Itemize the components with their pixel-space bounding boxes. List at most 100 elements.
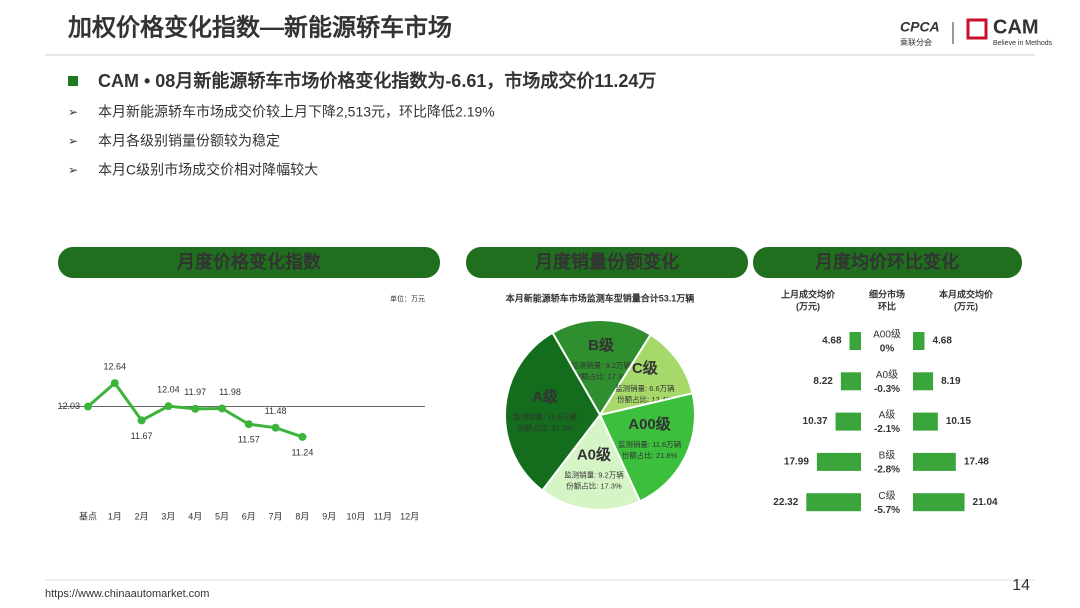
unit-label: 单位：万元 (390, 294, 425, 303)
column-title: 本月成交均价 (939, 288, 994, 299)
page-number: 14 (1012, 577, 1030, 594)
pie-slice (598, 392, 696, 503)
slice-sales: 监测销量: 11.6万辆 (618, 439, 682, 449)
x-tick-label: 2月 (135, 511, 149, 521)
column-title: 细分市场 (869, 288, 905, 299)
data-label: 12.04 (157, 385, 180, 395)
category-label: C级 (878, 490, 895, 502)
value-label: 17.48 (964, 457, 989, 468)
bar (816, 452, 861, 471)
point (110, 379, 119, 388)
pie-slice (504, 331, 602, 492)
slice-name: A0级 (577, 446, 612, 464)
change-label: 0% (880, 344, 895, 355)
category-label: A00级 (873, 329, 901, 341)
data-label: 11.57 (238, 435, 260, 445)
x-tick-label: 6月 (242, 511, 256, 521)
value-label: 22.32 (773, 497, 798, 508)
logo-cam: CAM (993, 16, 1039, 38)
logo-cam-icon (966, 18, 988, 40)
bullet-square (68, 76, 78, 86)
bullet: 本月新能源轿车市场成交价较上月下降2,513元，环比降低2.19% (98, 104, 495, 120)
slice-sales: 监测销量: 9.2万辆 (564, 470, 624, 480)
x-tick-label: 1月 (108, 511, 122, 521)
category-label: A级 (879, 409, 896, 421)
data-label: 11.48 (265, 406, 287, 416)
slice-name: A级 (532, 387, 559, 405)
arrow: ➢ (68, 105, 78, 119)
x-tick-label: 10月 (346, 511, 365, 521)
logo-cam-sub: Believe in Methods (993, 40, 1053, 47)
bar (913, 493, 965, 512)
headline: CAM • 08月新能源轿车市场价格变化指数为-6.61，市场成交价11.24万 (98, 70, 656, 91)
section-title: 月度均价环比变化 (814, 251, 959, 272)
x-tick-label: 9月 (322, 511, 336, 521)
slice-share: 份额占比: 17.3% (566, 481, 622, 491)
column-title: 环比 (878, 300, 896, 311)
bar (849, 332, 861, 350)
change-label: -5.7% (874, 505, 900, 516)
x-tick-label: 4月 (188, 511, 202, 521)
logo-cpca-sub: 乘联分会 (900, 37, 932, 47)
category-label: B级 (879, 450, 896, 462)
change-label: -2.8% (874, 465, 900, 476)
pie-slice (597, 333, 694, 417)
bar (913, 332, 925, 350)
data-label: 11.67 (131, 431, 153, 441)
bar (806, 493, 861, 512)
footer-url: https://www.chinaautomarket.com (45, 588, 209, 600)
section-title: 月度销量份额变化 (534, 251, 679, 272)
section-title: 月度价格变化指数 (176, 251, 322, 272)
x-tick-label: 3月 (161, 511, 175, 521)
x-tick-label: 8月 (295, 511, 309, 521)
category-label: A0级 (876, 369, 898, 381)
slice-sales: 监测销量: 9.2万辆 (571, 360, 631, 370)
pie-slice (551, 319, 653, 417)
data-label: 11.97 (184, 387, 206, 397)
bullet: 本月C级别市场成交价相对降幅较大 (98, 162, 318, 178)
x-tick-label: 基点 (79, 510, 97, 521)
value-label: 8.22 (813, 376, 833, 387)
bar (913, 412, 938, 431)
x-tick-label: 12月 (400, 511, 419, 521)
slice-share: 份额占比: 21.8% (622, 450, 678, 460)
value-label: 4.68 (822, 336, 842, 347)
change-label: -2.1% (874, 424, 900, 435)
x-tick-label: 5月 (215, 511, 229, 521)
column-title: 上月成交均价 (781, 288, 836, 299)
data-label: 11.98 (219, 387, 241, 397)
bullet: 本月各级别销量份额较为稳定 (98, 133, 280, 149)
section-pill (466, 247, 748, 278)
bar (835, 412, 861, 431)
point (244, 420, 253, 429)
point (271, 423, 280, 432)
slice-name: C级 (632, 359, 659, 377)
data-label: 12.64 (104, 361, 127, 371)
point (218, 404, 226, 413)
slice-name: B级 (588, 336, 615, 354)
point (137, 416, 146, 425)
arrow: ➢ (68, 163, 78, 177)
logo-cpca: CPCA (900, 19, 940, 35)
x-tick-label: 7月 (269, 511, 283, 521)
slice-share: 份额占比: 17.3% (573, 371, 629, 381)
x-tick-label: 11月 (374, 511, 392, 521)
change-label: -0.3% (874, 384, 900, 395)
slice-sales: 监测销量: 6.6万辆 (615, 383, 675, 393)
section-pill (58, 247, 440, 278)
slice-share: 份额占比: 31.3% (517, 422, 573, 432)
point (164, 402, 173, 411)
column-title: (万元) (954, 301, 978, 311)
point (84, 402, 92, 411)
bar (913, 452, 956, 471)
value-label: 10.37 (803, 416, 828, 427)
bar (913, 372, 934, 391)
pie-slice (540, 413, 642, 511)
arrow: ➢ (68, 134, 78, 148)
value-label: 17.99 (784, 457, 809, 468)
slide-title: 加权价格变化指数—新能源轿车市场 (68, 13, 452, 41)
value-label: 21.04 (973, 497, 998, 508)
value-label: 4.68 (932, 336, 952, 347)
value-label: 10.15 (946, 416, 971, 427)
